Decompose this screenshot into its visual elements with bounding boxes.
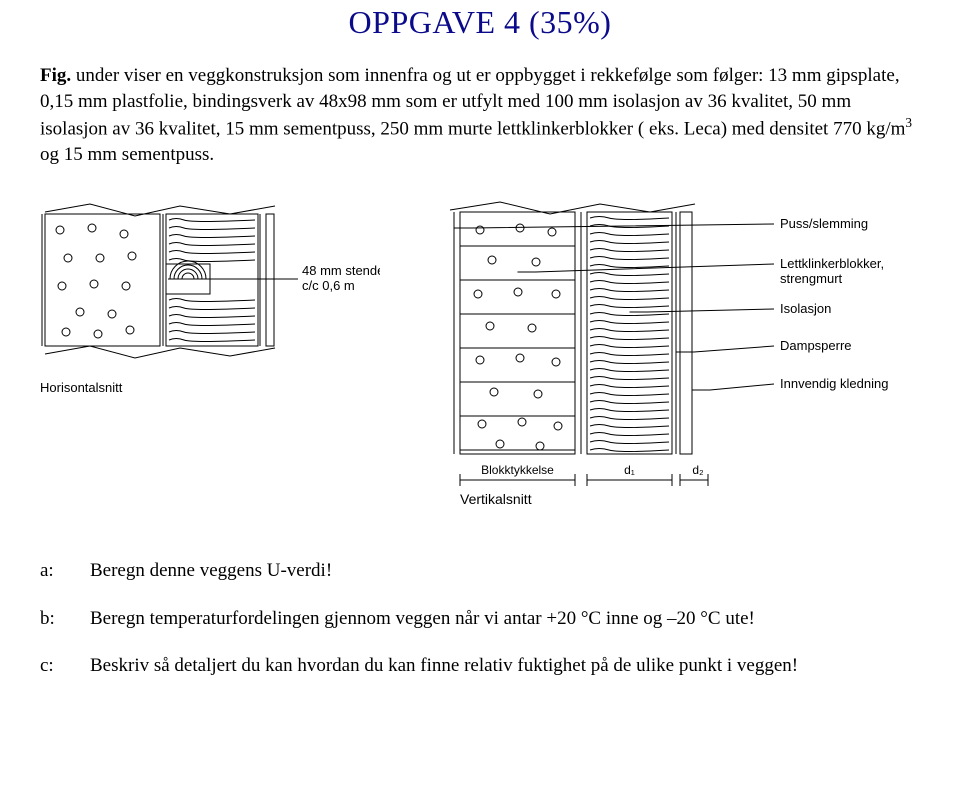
svg-text:Isolasjon: Isolasjon — [780, 301, 831, 316]
question-label: a: — [40, 558, 62, 584]
horisontalsnitt-drawing: 48 mm stenderec/c 0,6 m — [40, 194, 380, 374]
question-text: Beregn temperaturfordelingen gjennom veg… — [90, 606, 755, 632]
page-title: OPPGAVE 4 (35%) — [40, 0, 920, 41]
svg-text:Puss/slemming: Puss/slemming — [780, 216, 868, 231]
question-c: c: Beskriv så detaljert du kan hvordan d… — [40, 653, 920, 679]
question-list: a: Beregn denne veggens U-verdi! b: Bere… — [40, 558, 920, 679]
question-label: c: — [40, 653, 62, 679]
figure-left: 48 mm stenderec/c 0,6 m Horisontalsnitt — [40, 194, 380, 395]
intro-paragraph: Fig. under viser en veggkonstruksjon som… — [40, 63, 920, 168]
question-a: a: Beregn denne veggens U-verdi! — [40, 558, 920, 584]
svg-text:Dampsperre: Dampsperre — [780, 338, 852, 353]
question-label: b: — [40, 606, 62, 632]
question-text: Beskriv så detaljert du kan hvordan du k… — [90, 653, 798, 679]
figures-row: 48 mm stenderec/c 0,6 m Horisontalsnitt … — [40, 194, 920, 524]
figure-left-caption: Horisontalsnitt — [40, 380, 122, 395]
svg-text:Lettklinkerblokker,strengmurt: Lettklinkerblokker,strengmurt — [780, 256, 884, 286]
question-b: b: Beregn temperaturfordelingen gjennom … — [40, 606, 920, 632]
vertikalsnitt-drawing: Puss/slemming Lettklinkerblokker,strengmu… — [440, 194, 910, 524]
svg-text:Innvendig kledning: Innvendig kledning — [780, 376, 888, 391]
svg-text:d₁: d₁ — [624, 463, 635, 477]
figure-right: Puss/slemming Lettklinkerblokker,strengmu… — [440, 194, 910, 524]
svg-text:Blokktykkelse: Blokktykkelse — [481, 463, 554, 477]
svg-text:d₂: d₂ — [692, 463, 704, 477]
svg-text:48 mm stenderec/c 0,6 m: 48 mm stenderec/c 0,6 m — [302, 263, 380, 293]
question-text: Beregn denne veggens U-verdi! — [90, 558, 332, 584]
svg-text:Vertikalsnitt: Vertikalsnitt — [460, 491, 532, 507]
